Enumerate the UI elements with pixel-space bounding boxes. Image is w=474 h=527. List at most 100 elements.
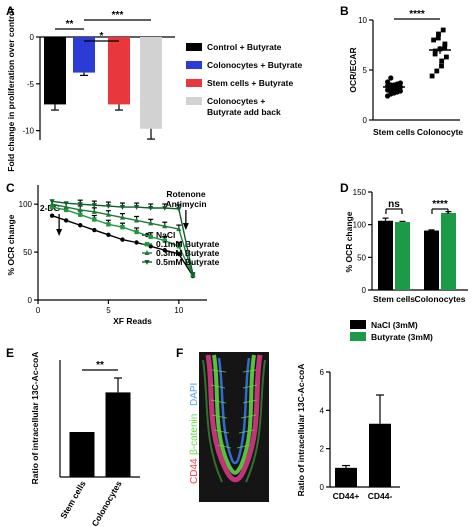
panel-a-bar — [140, 37, 162, 129]
panel-c-legend-marker — [144, 250, 150, 255]
panel-b-sig-label: **** — [409, 9, 425, 20]
panel-b-y-tick-label: 0 — [363, 116, 368, 125]
panel-b-scatter-chart: 0 5 10 OCR/ECAR Stem cells Colonocyte **** — [348, 9, 463, 137]
panel-a-bar-chart: 0 -5 -10 Fold change in proliferation over … — [6, 8, 302, 171]
panel-d-legend-swatch — [350, 332, 366, 341]
panel-a-legend-label-line: Butyrate add back — [207, 107, 281, 117]
panel-e-bar — [69, 432, 95, 477]
panel-d-y-tick-label: 0 — [362, 286, 367, 295]
panel-c-point — [120, 224, 125, 230]
panel-a-sig-2-label: * — [100, 31, 104, 42]
panel-c-y-axis-label: % OCR change — [6, 214, 16, 275]
micrograph-label-beta-catenin: β-catenin — [189, 414, 200, 455]
panel-letter-d: D — [340, 181, 349, 195]
panel-d-error-bar — [399, 220, 406, 223]
panel-a-bar — [108, 37, 130, 105]
panel-f-micrograph: CD44 β-catenin DAPI — [189, 352, 269, 502]
panel-c-point — [119, 205, 126, 210]
panel-c-arrow-2dg-head — [56, 229, 63, 236]
panel-a-y-tick-label: 0 — [30, 33, 35, 42]
panel-c-point — [106, 232, 111, 238]
panel-c-point — [176, 251, 182, 257]
panel-c-y-tick-label: 0 — [28, 296, 33, 305]
panel-c-legend-label: 0.1mM Butyrate — [156, 239, 220, 249]
panel-f-bar — [335, 467, 357, 487]
panel-e-error-bar — [114, 377, 122, 393]
panel-c-point — [49, 199, 55, 205]
panel-c-x-tick-label: 5 — [106, 306, 111, 315]
panel-d-legend-label: Butyrate (3mM) — [371, 332, 433, 342]
panel-c-point — [78, 223, 83, 228]
panel-a-legend-swatch — [186, 61, 202, 69]
panel-c-point — [133, 217, 140, 223]
panel-c-point — [63, 204, 69, 210]
panel-b-point — [442, 44, 448, 50]
panel-c-point — [63, 207, 69, 213]
panel-a-sig-1: ** — [55, 19, 84, 30]
panel-c-point — [134, 240, 139, 245]
panel-c-x-tick-label: 0 — [36, 306, 41, 315]
micrograph-label-cd44: CD44 — [189, 458, 200, 484]
panel-f-error-bar — [376, 394, 384, 424]
panel-b-point — [432, 48, 438, 54]
panel-a-sig-1-label: ** — [66, 19, 74, 30]
panel-c-annotation-antimycin: Antimycin — [165, 199, 206, 209]
panel-a-legend-swatch — [186, 97, 202, 105]
panel-c-annotation-rotenone: Rotenone — [166, 189, 205, 199]
panel-c-point — [91, 203, 97, 208]
panel-c-point — [162, 247, 167, 253]
panel-d-x-category-label: Colonocytes — [414, 294, 465, 304]
panel-f-y-tick-label: 6 — [320, 368, 325, 377]
panel-a-legend-label: Colonocytes + Butyrate — [207, 60, 302, 70]
panel-b-x-category-label: Stem cells — [373, 127, 415, 137]
panel-a-bar — [44, 37, 66, 105]
panel-c-point — [106, 222, 111, 227]
panel-c-point — [148, 234, 153, 239]
panel-e-sig-label: ** — [96, 360, 104, 371]
panel-b-point — [385, 79, 391, 85]
panel-c-point — [176, 206, 182, 212]
panel-c-y-tick-label: 50 — [23, 248, 32, 257]
panel-f-y-tick-label: 2 — [320, 445, 325, 454]
panel-letter-c: C — [6, 181, 15, 195]
panel-b-point — [436, 31, 441, 37]
panel-a-y-tick-label: -5 — [27, 80, 35, 89]
panel-d-legend-label: NaCl (3mM) — [371, 320, 418, 330]
panel-d-error-bar — [428, 229, 435, 231]
panel-c-point — [148, 220, 154, 226]
panel-a-error-bar — [115, 104, 123, 111]
panel-c-point — [120, 237, 125, 242]
panel-a-sig-3-label: *** — [112, 10, 124, 21]
panel-b-point — [397, 80, 403, 86]
panel-a-error-bar — [147, 128, 155, 140]
panel-d-y-axis-label: % OCR change — [344, 211, 354, 272]
panel-f-bar-chart: 0 2 4 6 Ratio of intracellular 13C-Ac-coA CD4… — [296, 364, 400, 501]
panel-b-point — [432, 51, 438, 57]
panel-d-y-tick-label: 50 — [357, 253, 366, 262]
panel-c-point — [63, 201, 69, 207]
panel-c-point — [148, 244, 153, 249]
panel-d-sig-colonocytes: **** — [431, 199, 449, 214]
panel-c-point — [63, 218, 69, 223]
panel-b-sig: **** — [394, 9, 440, 20]
panel-d-legend-swatch — [350, 320, 366, 329]
panel-c-point — [49, 204, 55, 210]
panel-a-legend-swatch — [186, 43, 202, 51]
panel-e-x-category-label: Stem cells — [58, 479, 88, 521]
panel-b-y-tick-label: 10 — [358, 16, 367, 25]
panel-e-bar — [105, 392, 131, 477]
panel-d-x-category-label: Stem cells — [373, 294, 415, 304]
panel-e-bar-chart: Ratio of intracellular 13C-Ac-coA Stem ce… — [30, 352, 140, 527]
panel-f-y-axis-label: Ratio of intracellular 13C-Ac-coA — [296, 364, 306, 497]
panel-a-legend-swatch — [186, 79, 202, 87]
panel-c-point — [77, 202, 83, 207]
panel-d-bar — [441, 212, 456, 290]
panel-d-error-bar — [382, 217, 389, 221]
panel-d-y-tick-label: 100 — [353, 221, 367, 230]
panel-d-sig-ns: ns — [385, 199, 403, 214]
panel-c-legend-marker — [144, 260, 150, 265]
panel-c-legend-marker — [145, 242, 150, 247]
panel-e-x-category-label: Colonocytes — [90, 479, 124, 527]
panel-e-y-axis-label: Ratio of intracellular 13C-Ac-coA — [30, 352, 40, 485]
